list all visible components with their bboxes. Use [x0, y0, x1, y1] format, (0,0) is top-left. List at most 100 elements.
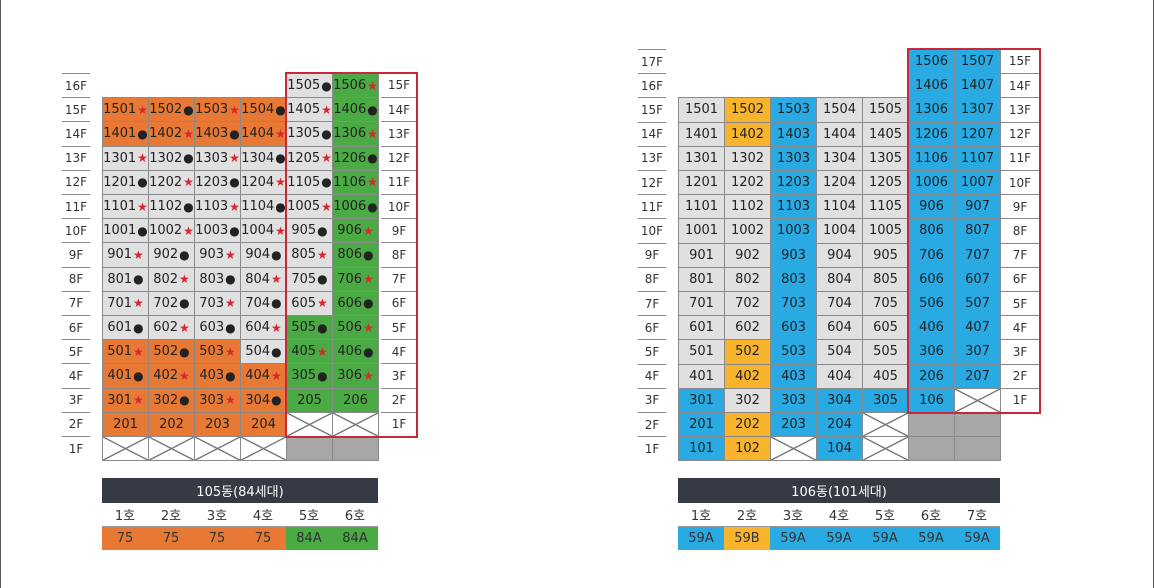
red-box-floor-label: 10F: [381, 194, 417, 218]
floor-label: 10F: [62, 218, 90, 242]
unit-number: 202: [159, 416, 184, 432]
unit-number: 1505: [287, 78, 321, 94]
unit-701: 701: [678, 291, 725, 317]
star-icon: ★: [179, 320, 190, 335]
unit-1106: 1106 ★: [332, 169, 379, 195]
unit-1402: 1402: [724, 121, 771, 147]
unit-204: 204: [240, 411, 287, 437]
unit-number: 306: [919, 344, 944, 360]
red-box-floor-label: 1F: [1000, 387, 1040, 412]
blocked-unit: [908, 436, 955, 462]
unit-number: 1105: [868, 199, 903, 215]
unit-number: 1502: [149, 102, 183, 118]
unit-503: 503 ★: [194, 339, 241, 365]
unit-1104: 1104 ●: [240, 194, 287, 220]
unit-1406: 1406 ●: [332, 97, 379, 123]
dot-icon: ●: [321, 126, 332, 141]
dot-icon: ●: [271, 296, 282, 311]
legend-unit-number: 2호: [148, 503, 194, 527]
unit-number: 602: [735, 320, 760, 336]
unit-number: 506: [919, 296, 944, 312]
legend-unit-number: 3호: [770, 503, 816, 527]
unit-1104: 1104: [816, 194, 863, 220]
star-icon: ★: [225, 344, 236, 359]
unit-1204: 1204: [816, 170, 863, 196]
unit-number: 1201: [684, 175, 719, 191]
unit-number: 603: [781, 320, 806, 336]
page-border-left: [0, 0, 1, 588]
dot-icon: ●: [367, 151, 378, 166]
unit-706: 706 ★: [332, 266, 379, 292]
unit-number: 104: [827, 441, 852, 457]
unit-604: 604: [816, 315, 863, 341]
unit-1002: 1002 ★: [148, 218, 195, 244]
unit-1001: 1001: [678, 218, 725, 244]
unit-number: 1503: [195, 102, 229, 118]
legend-unit-type: 59A: [908, 527, 954, 550]
cross-mark-icon: [241, 437, 286, 460]
star-icon: ★: [367, 175, 378, 190]
unit-number: 801: [107, 271, 133, 287]
red-box-floor-label: 15F: [387, 78, 411, 93]
unit-1005: 1005 ★: [286, 194, 333, 220]
unit-1507: 1507: [954, 49, 1001, 75]
unit-number: 201: [689, 417, 714, 433]
unit-703: 703: [770, 291, 817, 317]
unit-705: 705: [862, 291, 909, 317]
unit-number: 402: [153, 368, 179, 384]
dot-icon: ●: [225, 272, 236, 287]
red-box-floor-label: 5F: [381, 315, 417, 339]
unit-number: 1506: [914, 54, 949, 70]
dot-icon: ●: [225, 368, 236, 383]
floor-label: 13F: [638, 145, 666, 170]
unit-number: 505: [873, 344, 898, 360]
unit-1301: 1301: [678, 145, 725, 171]
red-box-floor-label: 5F: [1000, 291, 1040, 315]
unit-number: 1407: [960, 78, 995, 94]
star-icon: ★: [137, 151, 148, 166]
unit-801: 801: [678, 266, 725, 292]
unit-number: 1101: [684, 199, 719, 215]
star-icon: ★: [363, 320, 374, 335]
unit-401: 401: [678, 363, 725, 389]
star-icon: ★: [321, 151, 332, 166]
cross-mark-icon: [103, 437, 148, 460]
floor-label: 6F: [638, 315, 666, 339]
unit-number: 402: [735, 368, 760, 384]
unit-1305: 1305: [862, 145, 909, 171]
unit-number: 801: [689, 271, 714, 287]
unit-1206: 1206 ●: [332, 145, 379, 171]
unit-1502: 1502 ●: [148, 97, 195, 123]
unit-202: 202: [724, 412, 771, 438]
unit-1504: 1504: [816, 97, 863, 123]
legend-unit-type: 75: [102, 527, 148, 550]
unit-number: 205: [297, 392, 322, 408]
dot-icon: ●: [275, 151, 286, 166]
dot-icon: ●: [179, 344, 190, 359]
unit-1307: 1307: [954, 97, 1001, 123]
star-icon: ★: [179, 368, 190, 383]
unit-number: 1307: [960, 102, 995, 118]
unit-606: 606 ●: [332, 290, 379, 316]
unit-number: 1402: [149, 126, 183, 142]
unit-1101: 1101: [678, 194, 725, 220]
cross-mark-icon: [955, 389, 1000, 412]
dot-icon: ●: [137, 175, 148, 190]
unit-number: 603: [199, 320, 225, 336]
legend-title: 106동(101세대): [678, 478, 1000, 503]
unit-number: 1104: [241, 199, 275, 215]
unit-number: 304: [245, 392, 271, 408]
unit-307: 307: [954, 339, 1001, 365]
legend-unit-type: 59A: [816, 527, 862, 550]
unit-404: 404: [816, 363, 863, 389]
unit-number: 1102: [730, 199, 765, 215]
dot-icon: ●: [363, 344, 374, 359]
unit-number: 1306: [914, 102, 949, 118]
red-box-floor-label: 8F: [1000, 218, 1040, 242]
dot-icon: ●: [137, 126, 148, 141]
unit-number: 502: [153, 344, 179, 360]
unit-702: 702 ●: [148, 290, 195, 316]
red-box-floor-label: 11F: [1000, 145, 1040, 170]
unit-1404: 1404: [816, 121, 863, 147]
unit-number: 207: [965, 368, 990, 384]
